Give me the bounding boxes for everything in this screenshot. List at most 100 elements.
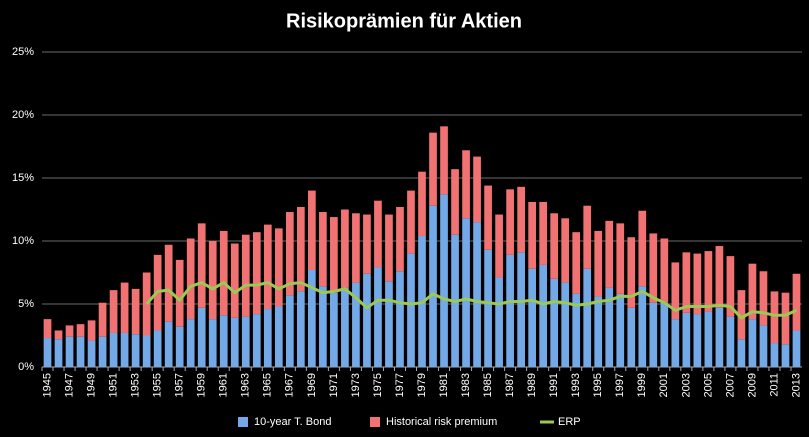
bar-segment xyxy=(87,340,96,367)
bar-segment xyxy=(374,200,382,268)
bar-segment xyxy=(385,281,393,367)
bar-segment xyxy=(76,324,85,337)
bar-segment xyxy=(131,334,140,367)
bar-segment xyxy=(65,325,74,337)
bar-segment xyxy=(748,319,757,367)
x-tick-label: 1949 xyxy=(85,373,97,397)
legend-swatch xyxy=(238,417,248,427)
bar-segment xyxy=(671,319,680,367)
bar-segment xyxy=(396,271,404,367)
bar-segment xyxy=(142,335,151,367)
x-tick-label: 1995 xyxy=(592,373,604,397)
bar-segment xyxy=(363,214,371,274)
bar-segment xyxy=(285,295,294,367)
x-tick-label: 1991 xyxy=(548,373,560,397)
x-tick-label: 2009 xyxy=(746,373,758,397)
bar-segment xyxy=(186,238,195,320)
bar-segment xyxy=(759,325,768,367)
bar-segment xyxy=(87,320,96,341)
x-tick-label: 1951 xyxy=(108,373,120,397)
bar-segment xyxy=(649,302,658,367)
bar-segment xyxy=(660,238,669,303)
y-tick-label: 10% xyxy=(12,235,34,247)
bar-segment xyxy=(363,273,371,367)
bar-segment xyxy=(737,339,746,367)
bar-segment xyxy=(241,234,250,317)
bar-segment xyxy=(131,288,140,335)
bar-segment xyxy=(704,251,713,312)
x-tick-label: 2011 xyxy=(768,373,780,397)
bar-segment xyxy=(528,268,536,367)
x-tick-label: 1997 xyxy=(614,373,626,397)
bar-segment xyxy=(572,232,581,294)
bar-segment xyxy=(109,290,118,333)
bar-segment xyxy=(462,218,470,367)
bar-segment xyxy=(726,316,735,367)
bar-segment xyxy=(506,189,514,255)
bar-segment xyxy=(252,314,261,367)
bar-segment xyxy=(473,156,481,223)
bar-segment xyxy=(98,302,107,337)
bar-segment xyxy=(550,278,559,367)
bar-segment xyxy=(274,306,283,367)
bar-segment xyxy=(241,316,250,367)
bar-segment xyxy=(759,271,768,326)
bar-segment xyxy=(352,282,360,367)
bar-segment xyxy=(561,218,570,283)
bar-segment xyxy=(616,223,625,294)
bar-segment xyxy=(781,344,790,367)
x-tick-label: 1987 xyxy=(504,373,516,397)
y-tick-label: 20% xyxy=(12,109,34,121)
bar-segment xyxy=(352,213,360,283)
bar-segment xyxy=(341,287,349,367)
x-tick-label: 1957 xyxy=(174,373,186,397)
bar-segment xyxy=(550,213,559,279)
bar-segment xyxy=(175,326,184,367)
bar-segment xyxy=(407,190,415,254)
x-tick-label: 1963 xyxy=(240,373,252,397)
bar-segment xyxy=(285,212,294,296)
bar-segment xyxy=(671,262,680,320)
bar-segment xyxy=(230,243,239,318)
bar-segment xyxy=(330,292,338,367)
bar-segment xyxy=(693,314,702,367)
legend-swatch xyxy=(370,417,380,427)
bar-segment xyxy=(781,292,790,345)
x-tick-label: 1977 xyxy=(394,373,406,397)
bar-segment xyxy=(506,254,514,367)
bar-segment xyxy=(219,230,228,316)
x-tick-label: 1967 xyxy=(284,373,296,397)
x-tick-label: 2001 xyxy=(658,373,670,397)
bar-segment xyxy=(726,256,735,317)
bar-segment xyxy=(197,223,206,308)
bar-segment xyxy=(164,244,173,322)
x-tick-label: 1971 xyxy=(328,373,340,397)
x-tick-label: 1973 xyxy=(350,373,362,397)
bar-segment xyxy=(65,336,74,367)
bar-segment xyxy=(308,190,316,270)
bar-segment xyxy=(682,252,691,313)
x-tick-label: 1947 xyxy=(63,373,75,397)
x-tick-label: 1969 xyxy=(306,373,318,397)
bar-segment xyxy=(429,132,437,206)
bar-segment xyxy=(296,206,305,292)
bar-segment xyxy=(54,330,63,340)
bar-segment xyxy=(770,291,779,344)
x-tick-label: 1979 xyxy=(416,373,428,397)
bar-segment xyxy=(396,206,404,272)
x-tick-label: 1981 xyxy=(438,373,450,397)
bar-segment xyxy=(54,339,63,367)
bar-segment xyxy=(660,302,669,367)
y-tick-label: 15% xyxy=(12,172,34,184)
bar-segment xyxy=(208,319,217,367)
chart-title: Risikoprämien für Aktien xyxy=(286,10,522,32)
bar-segment xyxy=(374,267,382,367)
x-tick-label: 1983 xyxy=(460,373,472,397)
bar-segment xyxy=(98,336,107,367)
y-tick-label: 5% xyxy=(18,298,34,310)
y-tick-label: 0% xyxy=(18,361,34,373)
x-tick-label: 2003 xyxy=(680,373,692,397)
bar-segment xyxy=(385,214,393,282)
bar-segment xyxy=(627,237,636,308)
bar-segment xyxy=(274,228,283,307)
